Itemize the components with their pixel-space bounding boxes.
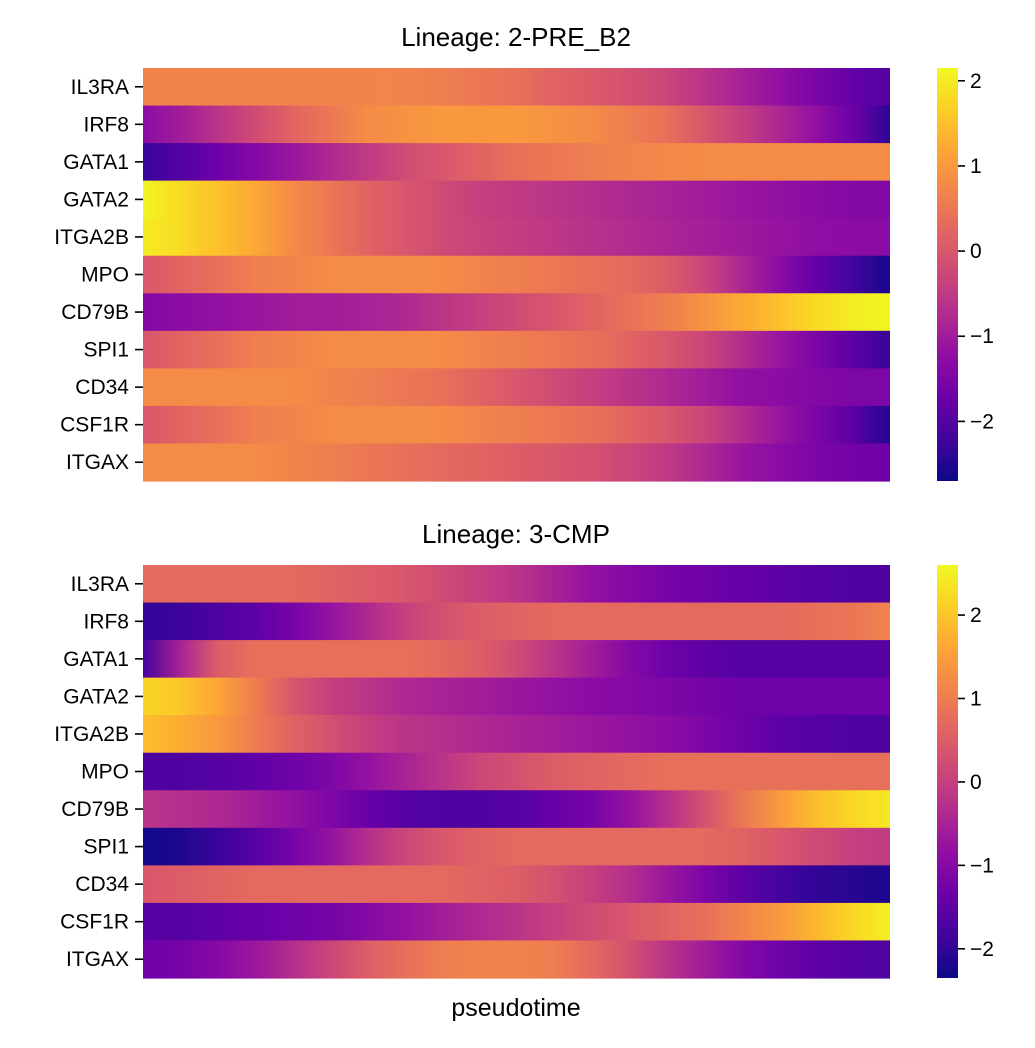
gene-label: MPO <box>81 264 129 287</box>
gene-label: CD34 <box>75 873 129 896</box>
colorbar-tick-label: 1 <box>970 687 982 710</box>
heatmap-row-csf1r <box>143 405 890 445</box>
colorbar-tick-label: −2 <box>970 938 994 961</box>
colorbar: 2 1 0 −1 −2 <box>937 68 994 481</box>
gene-label: IRF8 <box>83 610 129 633</box>
gene-label: ITGAX <box>66 451 129 474</box>
gene-label: CD79B <box>61 301 129 324</box>
colorbar-ticks: 2 1 0 −1 −2 <box>958 70 994 433</box>
gene-label: SPI1 <box>83 339 129 362</box>
colorbar-tick-label: 0 <box>970 771 982 794</box>
colorbar-gradient <box>937 68 958 481</box>
heatmap-row-irf8 <box>143 602 890 641</box>
heatmap-row-itgax <box>143 443 890 482</box>
gene-label: IL3RA <box>71 76 129 99</box>
heatmap-row-mpo <box>143 752 890 791</box>
gene-label: IRF8 <box>83 113 129 136</box>
heatmap-row-irf8 <box>143 105 890 144</box>
panel-cmp: Lineage: 3-CMP IL3RA IRF8 GATA1 GATA2 ITGA2B… <box>54 519 994 1022</box>
heatmap-row-mpo <box>143 255 890 294</box>
colorbar-ticks: 2 1 0 −1 −2 <box>958 604 994 961</box>
colorbar-tick-label: 2 <box>970 604 982 627</box>
chart-title: Lineage: 2-PRE_B2 <box>401 22 631 52</box>
heatmap-row-gata2 <box>143 180 890 219</box>
gene-labels: IL3RA IRF8 GATA1 GATA2 ITGA2B MPO CD79B SPI1 CD3… <box>54 573 143 971</box>
colorbar-tick-label: −1 <box>970 854 994 877</box>
gene-label: GATA1 <box>63 151 129 174</box>
heatmap-row-spi1 <box>143 330 890 369</box>
x-axis-label: pseudotime <box>451 994 580 1022</box>
gene-label: ITGA2B <box>54 723 129 746</box>
heatmap-row-itgax <box>143 940 890 979</box>
heatmap-row-cd79b <box>143 293 890 332</box>
heatmap-row-itga2b <box>143 218 890 257</box>
gene-label: MPO <box>81 761 129 784</box>
gene-label: CD34 <box>75 376 129 399</box>
heatmap-row-il3ra <box>143 565 890 604</box>
colorbar-tick-label: −1 <box>970 325 994 348</box>
colorbar-tick-label: 0 <box>970 240 982 263</box>
colorbar: 2 1 0 −1 −2 <box>937 565 994 978</box>
heatmap-row-cd34 <box>143 368 890 407</box>
heatmap-row-il3ra <box>143 68 890 107</box>
gene-label: ITGA2B <box>54 226 129 249</box>
colorbar-tick-label: 1 <box>970 155 982 178</box>
gene-label: ITGAX <box>66 948 129 971</box>
gene-label: GATA1 <box>63 648 129 671</box>
gene-label: CD79B <box>61 798 129 821</box>
heatmap-row-csf1r <box>143 902 890 942</box>
colorbar-tick-label: 2 <box>970 70 982 93</box>
panel-pre-b2: Lineage: 2-PRE_B2 IL3RA IRF8 GATA1 GATA2 ITG… <box>54 22 994 482</box>
gene-label: GATA2 <box>63 188 129 211</box>
gene-label: SPI1 <box>83 836 129 859</box>
gene-label: IL3RA <box>71 573 129 596</box>
gene-label: CSF1R <box>60 911 129 934</box>
heatmap-row-spi1 <box>143 827 890 866</box>
heatmap-row-cd34 <box>143 865 890 904</box>
chart-title: Lineage: 3-CMP <box>422 519 610 549</box>
gene-label: GATA2 <box>63 685 129 708</box>
heatmap-row-itga2b <box>143 715 890 754</box>
heatmap-row-gata1 <box>143 640 890 679</box>
heatmap-rows <box>143 68 890 482</box>
colorbar-gradient <box>937 565 958 978</box>
heatmap-row-cd79b <box>143 790 890 829</box>
heatmap-row-gata1 <box>143 143 890 182</box>
gene-labels: IL3RA IRF8 GATA1 GATA2 ITGA2B MPO CD79B SPI1 CD3… <box>54 76 143 474</box>
heatmap-rows <box>143 565 890 979</box>
heatmap-row-gata2 <box>143 677 890 716</box>
colorbar-tick-label: −2 <box>970 410 994 433</box>
gene-label: CSF1R <box>60 414 129 437</box>
